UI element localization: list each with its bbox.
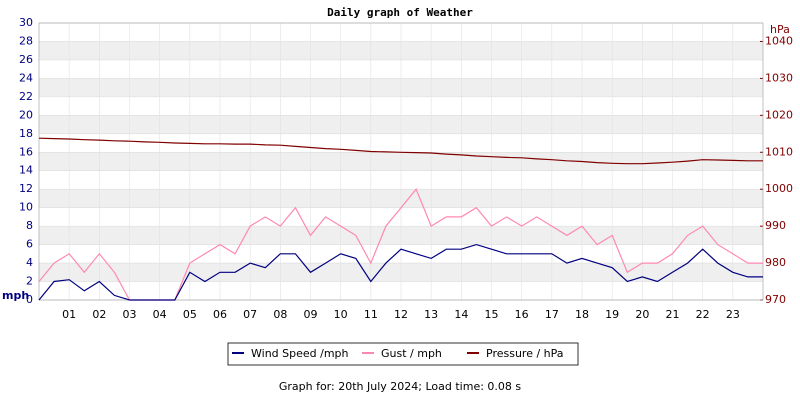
chart-title: Daily graph of Weather [327,6,473,19]
y2-tick-label: 1020 [765,108,793,121]
x-tick-label: 03 [123,308,137,321]
x-tick-label: 20 [635,308,649,321]
y-axis-label: mph [2,289,29,302]
plot-frame [38,22,764,301]
y-tick-label: 4 [26,256,33,269]
y-tick-label: 0 [26,293,33,306]
x-tick-label: 10 [334,308,348,321]
x-tick-label: 02 [92,308,106,321]
series-line [38,137,763,165]
series-line [38,243,763,301]
x-tick-label: 08 [273,308,287,321]
y2-tick-label: 970 [765,293,786,306]
y-tick-label: 14 [19,164,33,177]
y-tick-label: 20 [19,108,33,121]
x-tick-label: 21 [666,308,680,321]
y-tick-label: 18 [19,127,33,140]
legend-label: Pressure / hPa [486,347,564,360]
x-tick-label: 05 [183,308,197,321]
y-tick-label: 30 [19,16,33,29]
x-tick-label: 01 [62,308,76,321]
y-tick-label: 28 [19,34,33,47]
y-tick-label: 2 [26,275,33,288]
legend-box [227,342,579,366]
x-tick-label: 13 [424,308,438,321]
y-tick-label: 8 [26,219,33,232]
y-tick-label: 22 [19,90,33,103]
x-tick-label: 04 [153,308,167,321]
y2-tick-label: 990 [765,219,786,232]
y2-tick-label: 1010 [765,145,793,158]
legend-label: Wind Speed /mph [251,347,349,360]
x-tick-label: 15 [485,308,499,321]
y-tick-label: 16 [19,145,33,158]
x-tick-label: 17 [545,308,559,321]
x-tick-label: 22 [696,308,710,321]
x-tick-label: 11 [364,308,378,321]
y-tick-label: 10 [19,201,33,214]
x-tick-label: 16 [515,308,529,321]
x-tick-label: 14 [454,308,468,321]
x-tick-label: 06 [213,308,227,321]
x-tick-label: 09 [304,308,318,321]
y-tick-label: 6 [26,238,33,251]
x-tick-label: 12 [394,308,408,321]
y2-tick-label: 1030 [765,71,793,84]
footer: Graph for: 20th July 2024; Load time: 0.… [279,380,522,393]
y2-axis-label: hPa [770,23,790,36]
x-tick-label: 18 [575,308,589,321]
y-tick-label: 26 [19,53,33,66]
y-tick-label: 12 [19,182,33,195]
y-tick-label: 24 [19,71,33,84]
x-tick-label: 19 [605,308,619,321]
y2-tick-label: 1000 [765,182,793,195]
y2-tick-label: 980 [765,256,786,269]
x-tick-label: 23 [726,308,740,321]
y2-tick-label: 1040 [765,34,793,47]
x-tick-label: 07 [243,308,257,321]
legend-label: Gust / mph [381,347,442,360]
